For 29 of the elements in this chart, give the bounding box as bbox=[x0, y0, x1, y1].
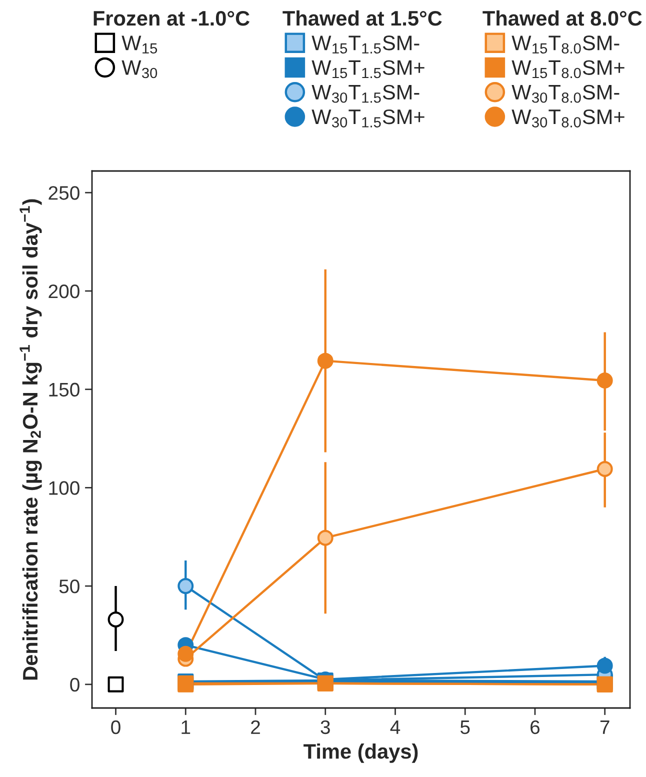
x-tick-label: 5 bbox=[460, 720, 470, 734]
y-tick-label: 200 bbox=[48, 284, 80, 298]
x-tick-label: 3 bbox=[320, 720, 330, 734]
legend-label: W$_{30}$T$_{1.5}$SM- bbox=[312, 84, 420, 103]
legend-label: W$_{15}$T$_{1.5}$SM+ bbox=[312, 60, 424, 78]
legend-label: W$_{15}$T$_{8.0}$SM- bbox=[512, 36, 620, 54]
y-tick-label: 0 bbox=[70, 678, 80, 692]
text: Thawed at 8.0°C bbox=[482, 10, 642, 26]
x-axis-title: Time (days) bbox=[304, 743, 418, 763]
legend-label: W$_{30}$T$_{8.0}$SM+ bbox=[512, 109, 624, 128]
legend-label: W$_{30}$T$_{1.5}$SM+ bbox=[312, 109, 424, 128]
legend-label: W$_{30}$ bbox=[122, 60, 158, 78]
x-tick-label: 1 bbox=[182, 720, 190, 734]
y-tick-label: 50 bbox=[59, 580, 80, 594]
legend-label: W$_{15}$ bbox=[122, 36, 158, 54]
x-tick-label: 0 bbox=[111, 720, 120, 734]
x-tick-label: 4 bbox=[390, 720, 400, 734]
text: Frozen at -1.0°C bbox=[94, 10, 250, 26]
x-tick-label: 6 bbox=[530, 720, 540, 734]
y-tick-label: 150 bbox=[49, 382, 80, 397]
x-tick-label: 2 bbox=[251, 720, 260, 734]
text: Thawed at 1.5°C bbox=[282, 10, 442, 26]
legend-label: W$_{15}$T$_{1.5}$SM- bbox=[312, 36, 420, 54]
y-tick-label: 100 bbox=[49, 481, 80, 495]
x-tick-label: 7 bbox=[600, 720, 610, 734]
y-tick-label: 250 bbox=[48, 186, 80, 200]
y-axis-title: Denitrification rate (µg N$_{2}$O-N kg$^{−1}$ dry soil day$^{−1}$) bbox=[20, 199, 42, 680]
legend-label: W$_{30}$T$_{8.0}$SM- bbox=[512, 84, 620, 103]
legend-label: W$_{15}$T$_{8.0}$SM+ bbox=[512, 60, 624, 78]
